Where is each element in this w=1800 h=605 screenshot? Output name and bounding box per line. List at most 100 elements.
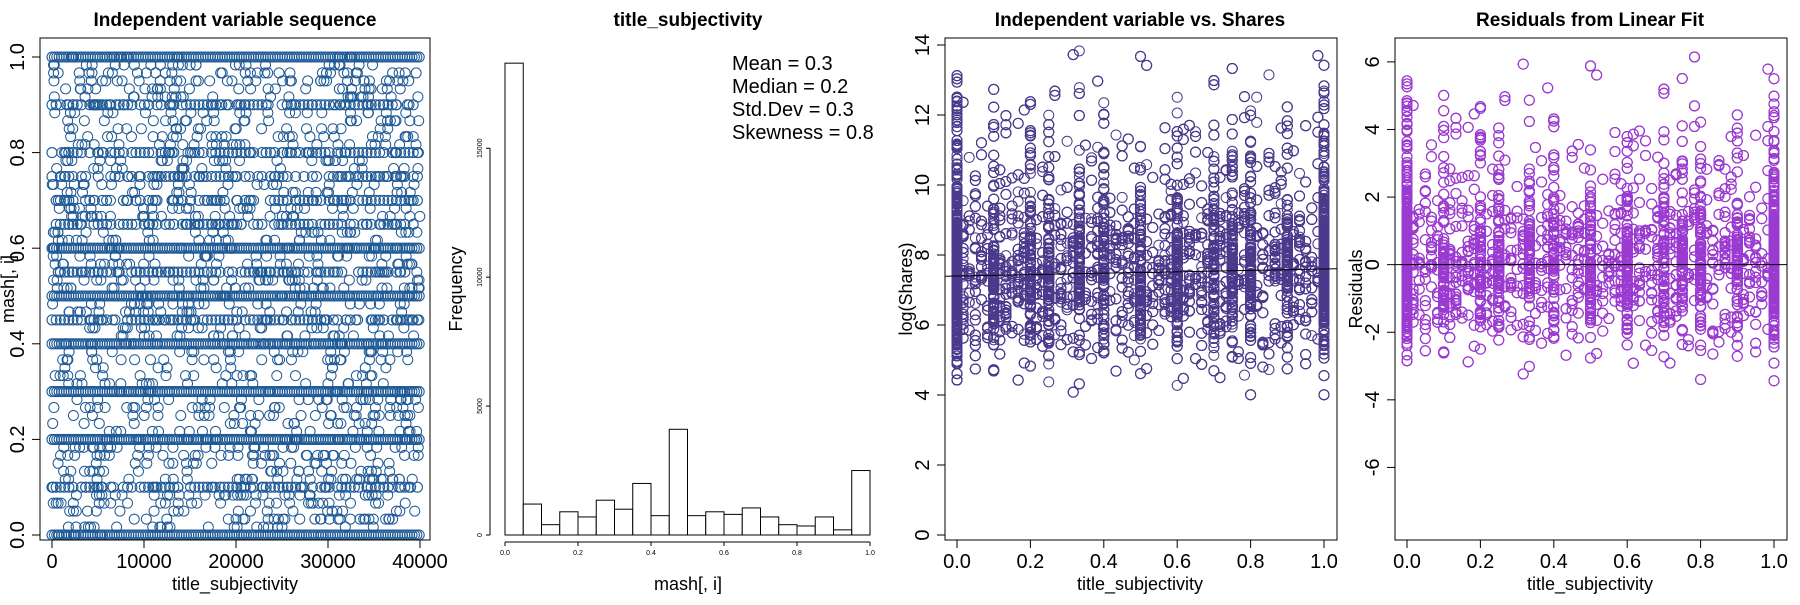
data-point bbox=[219, 403, 229, 413]
data-point bbox=[193, 76, 203, 86]
data-point bbox=[81, 227, 91, 237]
data-point bbox=[153, 411, 163, 421]
data-point bbox=[79, 418, 89, 428]
x-tick-label: 0.8 bbox=[792, 550, 802, 557]
data-point bbox=[100, 403, 110, 413]
histogram-bar bbox=[542, 525, 560, 535]
data-point bbox=[205, 76, 215, 86]
histogram-bar bbox=[688, 516, 706, 535]
x-axis-label: title_subjectivity bbox=[172, 574, 298, 595]
panel-title: Independent variable vs. Shares bbox=[995, 10, 1285, 31]
histogram-bar bbox=[523, 504, 541, 535]
data-point bbox=[94, 418, 104, 428]
y-tick-label: 0.8 bbox=[7, 139, 29, 167]
histogram-bar bbox=[779, 525, 797, 535]
data-point bbox=[202, 116, 212, 126]
data-point bbox=[964, 152, 974, 162]
data-point bbox=[1111, 130, 1121, 140]
data-point bbox=[1123, 249, 1133, 259]
data-point bbox=[310, 411, 320, 421]
data-point bbox=[156, 211, 166, 221]
data-point bbox=[148, 116, 158, 126]
data-point bbox=[342, 403, 352, 413]
data-point bbox=[145, 355, 155, 365]
data-point bbox=[49, 76, 59, 86]
data-point bbox=[257, 355, 267, 365]
data-point bbox=[374, 411, 384, 421]
data-point bbox=[1197, 262, 1207, 272]
data-point bbox=[107, 315, 117, 325]
x-tick-label: 10000 bbox=[116, 551, 172, 573]
x-tick-label: 0.6 bbox=[719, 550, 729, 557]
histogram-bar bbox=[797, 526, 815, 535]
data-point bbox=[266, 466, 276, 476]
data-point bbox=[79, 116, 89, 126]
histogram-bar bbox=[761, 517, 779, 535]
x-tick-label: 0.0 bbox=[500, 550, 510, 557]
data-point bbox=[1056, 241, 1066, 251]
histogram-bar bbox=[560, 512, 578, 535]
y-tick-label: 0 bbox=[477, 533, 484, 537]
y-axis-label: Frequency bbox=[446, 246, 466, 331]
data-point bbox=[1307, 331, 1317, 341]
data-point bbox=[91, 84, 101, 94]
data-point bbox=[116, 355, 126, 365]
data-point bbox=[1172, 380, 1182, 390]
y-tick-label: 1.0 bbox=[7, 43, 29, 71]
data-point bbox=[400, 498, 410, 508]
data-point bbox=[1172, 92, 1182, 102]
data-point bbox=[404, 76, 414, 86]
data-point bbox=[1264, 365, 1274, 375]
data-point bbox=[1117, 192, 1127, 202]
y-tick-label: 10000 bbox=[477, 267, 484, 287]
data-point bbox=[246, 411, 256, 421]
data-point bbox=[274, 68, 284, 78]
data-point bbox=[1044, 110, 1054, 120]
data-point bbox=[61, 84, 71, 94]
data-point bbox=[207, 458, 217, 468]
histogram-bar bbox=[742, 508, 760, 535]
x-tick-label: 40000 bbox=[392, 551, 448, 573]
data-point bbox=[290, 371, 300, 381]
data-point bbox=[301, 450, 311, 460]
data-point bbox=[1099, 98, 1109, 108]
x-tick-label: 0.2 bbox=[573, 550, 583, 557]
data-point bbox=[48, 418, 58, 428]
panel-title: title_subjectivity bbox=[614, 10, 763, 31]
data-point bbox=[413, 92, 423, 102]
data-point bbox=[161, 116, 171, 126]
data-point bbox=[123, 498, 133, 508]
histogram-bar bbox=[706, 512, 724, 535]
y-tick-label: 0.0 bbox=[7, 521, 29, 549]
x-tick-label: 0.4 bbox=[646, 550, 656, 557]
data-point bbox=[68, 411, 78, 421]
panel-title: Independent variable sequence bbox=[94, 10, 377, 31]
data-point bbox=[1007, 230, 1017, 240]
data-point bbox=[75, 84, 85, 94]
data-point bbox=[411, 68, 421, 78]
data-point bbox=[221, 100, 231, 110]
y-tick-label: 15000 bbox=[477, 138, 484, 158]
histogram-bar bbox=[615, 509, 633, 535]
data-point bbox=[141, 68, 151, 78]
data-point bbox=[80, 211, 90, 221]
data-point bbox=[141, 514, 151, 524]
data-point bbox=[343, 76, 353, 86]
histogram-bar bbox=[651, 516, 669, 535]
data-point bbox=[1282, 205, 1292, 215]
data-point bbox=[257, 124, 267, 134]
data-point bbox=[270, 84, 280, 94]
summary-stats: Mean = 0.3 Median = 0.2 Std.Dev = 0.3 Sk… bbox=[732, 53, 874, 144]
data-point bbox=[1160, 309, 1170, 319]
data-point bbox=[351, 371, 361, 381]
data-point bbox=[176, 411, 186, 421]
x-tick-label: 30000 bbox=[300, 551, 356, 573]
data-point bbox=[344, 275, 354, 285]
data-point bbox=[1191, 168, 1201, 178]
data-point bbox=[310, 514, 320, 524]
x-tick-label: 20000 bbox=[208, 551, 264, 573]
